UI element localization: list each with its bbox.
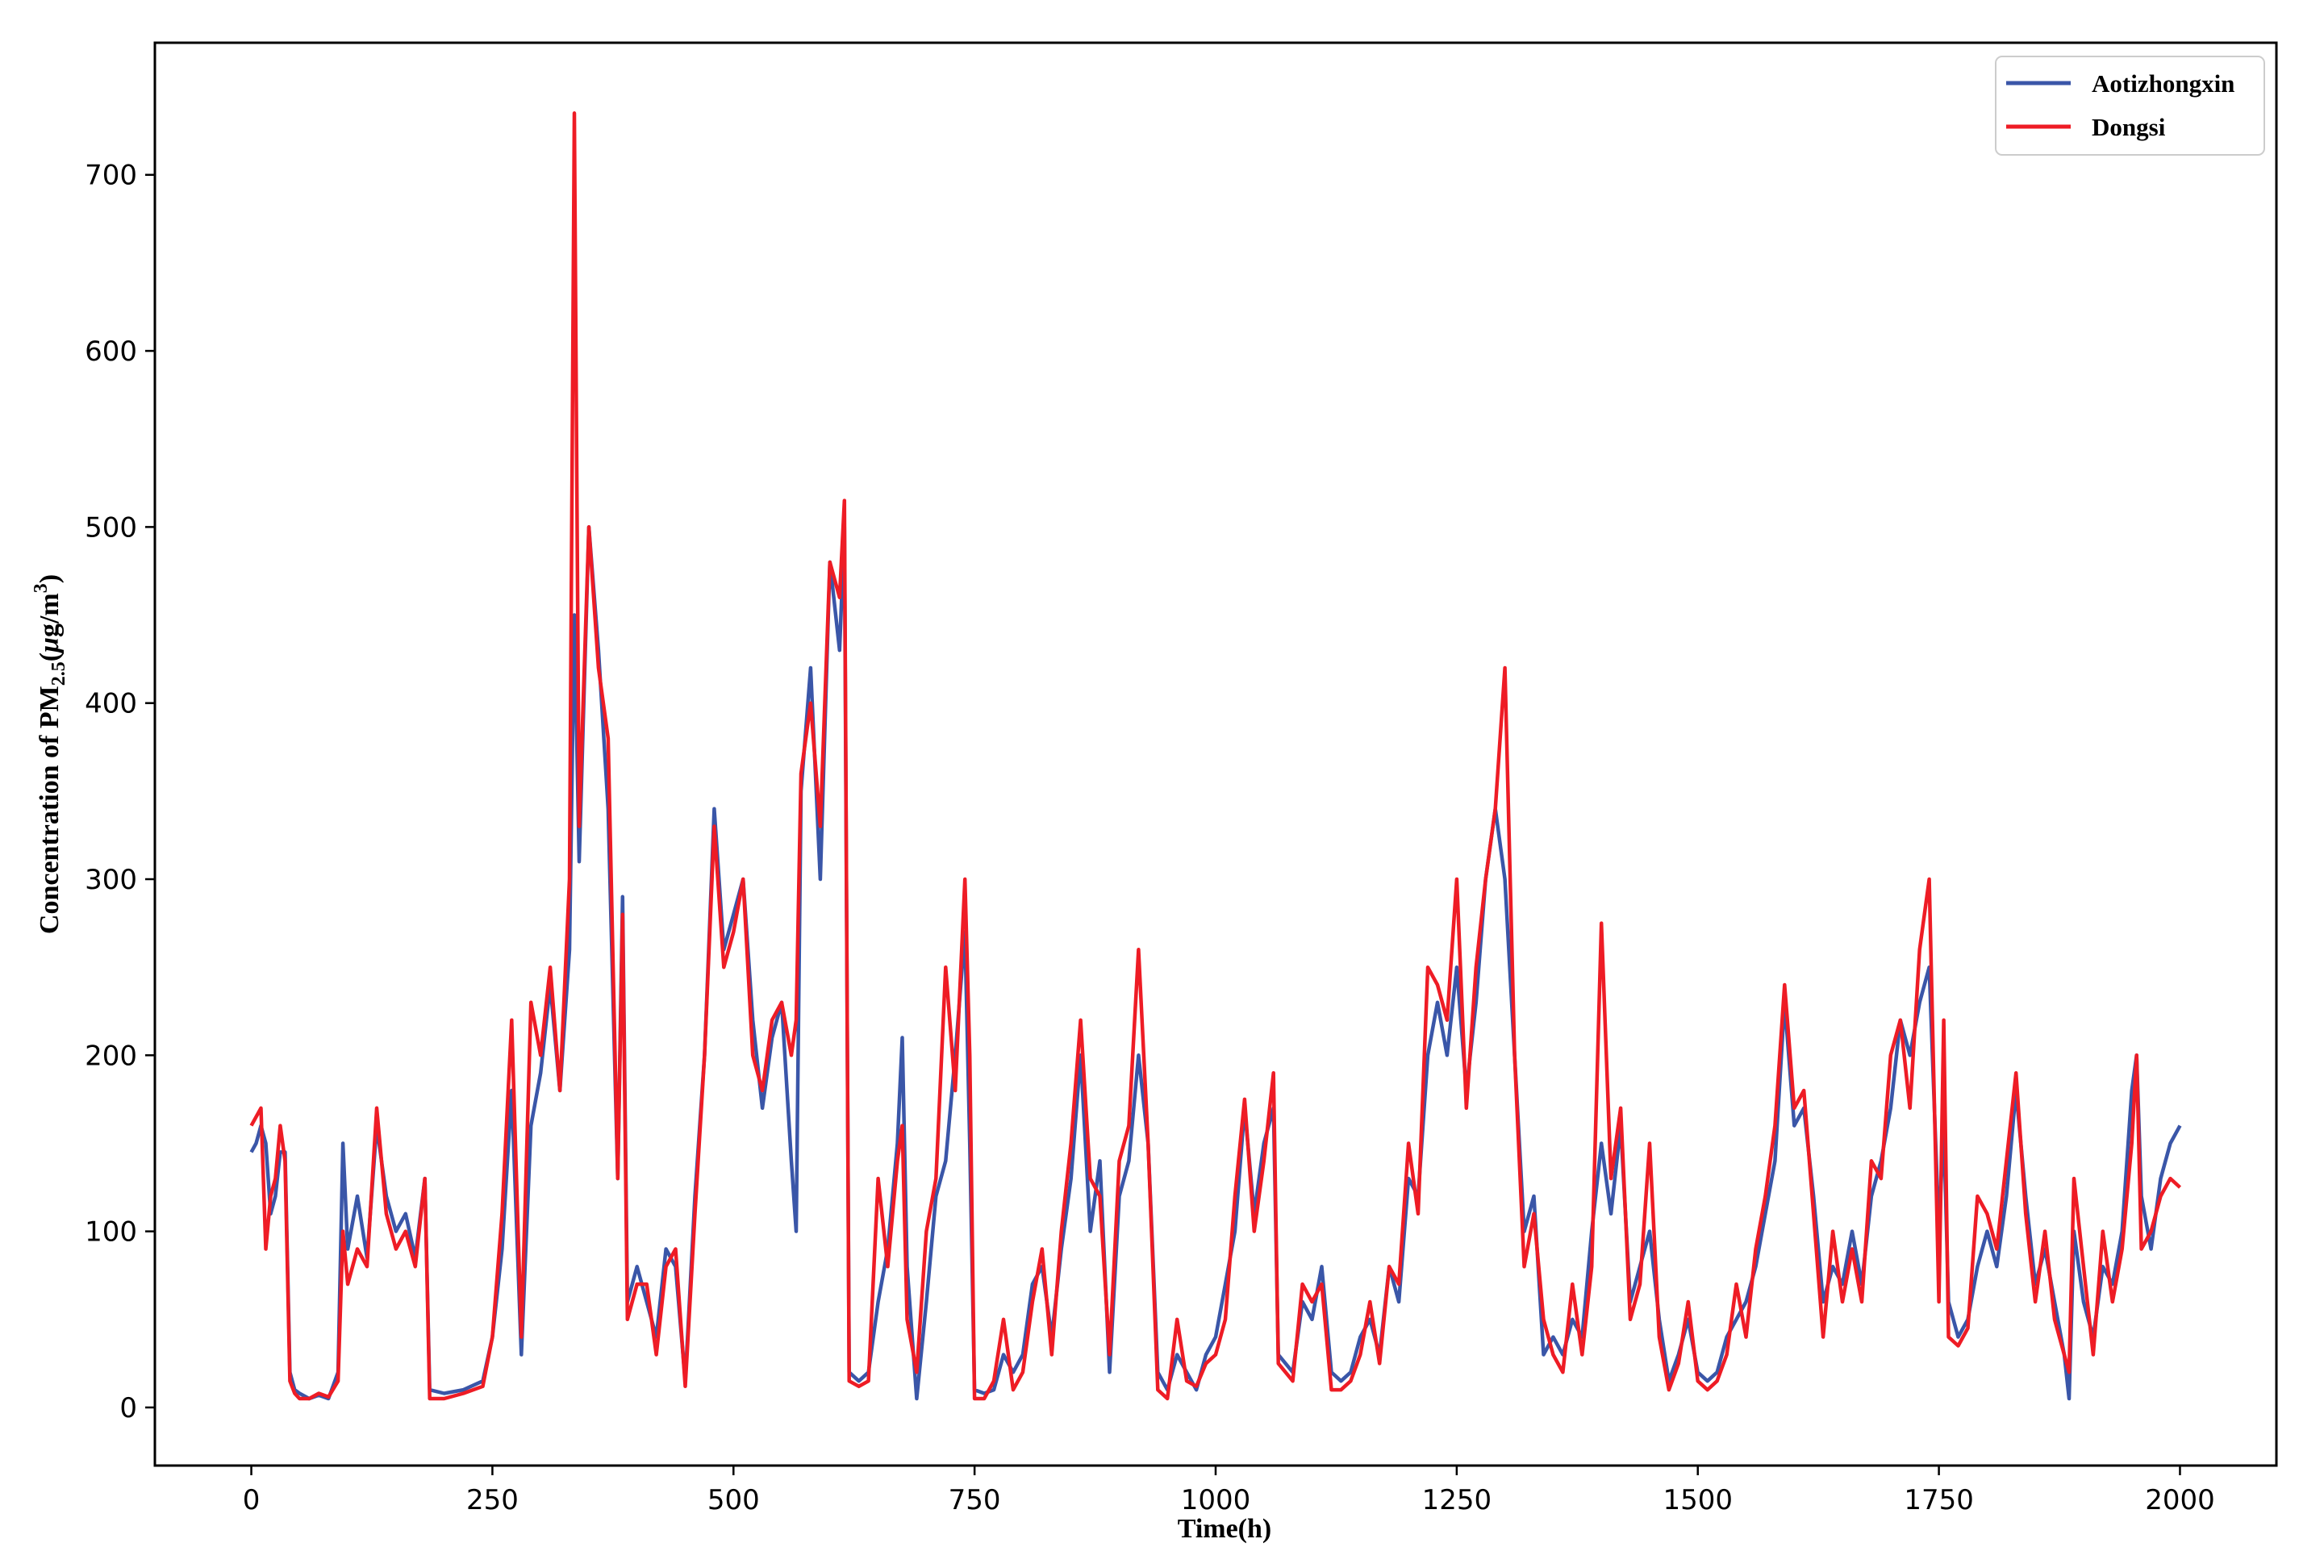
x-tick-label: 500 (707, 1484, 760, 1516)
series-line-dongsi (249, 111, 2182, 1401)
plot-frame (153, 41, 2278, 1467)
x-tick-label: 1000 (1181, 1484, 1251, 1516)
x-tick-label: 750 (949, 1484, 1001, 1516)
x-tick-label: 2000 (2145, 1484, 2215, 1516)
x-tick-label: 1250 (1422, 1484, 1492, 1516)
y-axis-label: Concentration of PM2.5(μg/m3) (31, 574, 69, 934)
series-line-aotizhongxin (249, 525, 2182, 1401)
x-axis: 0 250 500 750 1000 1250 1500 1750 2000 (243, 1466, 2215, 1516)
x-axis-label: Time(h) (1178, 1514, 1271, 1544)
x-tick-label: 0 (243, 1484, 261, 1516)
x-tick-label: 1750 (1904, 1484, 1974, 1516)
y-tick-label: 300 (85, 864, 137, 896)
x-tick-label: 1500 (1663, 1484, 1733, 1516)
y-axis-label-open: ( (35, 653, 65, 661)
y-tick-label: 500 (85, 511, 137, 544)
y-tick-label: 200 (85, 1040, 137, 1072)
legend-label-aotizhongxin: Aotizhongxin (2092, 69, 2234, 98)
y-axis-label-sub: 2.5 (48, 661, 69, 686)
legend-label-dongsi: Dongsi (2092, 113, 2166, 141)
y-axis-label-unit: g/m (35, 593, 65, 637)
y-axis-label-mu: μ (35, 637, 65, 654)
legend: Aotizhongxin Dongsi (1995, 56, 2265, 156)
x-tick-label: 250 (466, 1484, 519, 1516)
y-axis-label-sup: 3 (31, 583, 52, 593)
y-axis-label-close: ) (35, 574, 65, 583)
y-axis-label-prefix: Concentration of PM (35, 686, 65, 934)
y-tick-label: 600 (85, 336, 137, 368)
y-tick-label: 400 (85, 688, 137, 720)
y-axis: 0 100 200 300 400 500 600 700 (85, 160, 155, 1424)
plot-lines (249, 111, 2182, 1401)
y-tick-label: 0 (119, 1392, 137, 1424)
y-tick-label: 100 (85, 1216, 137, 1249)
y-tick-label: 700 (85, 160, 137, 192)
